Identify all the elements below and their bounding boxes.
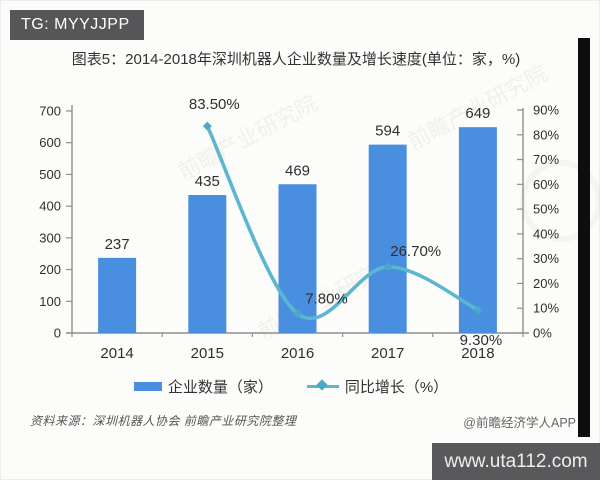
diamond-marker-icon bbox=[316, 379, 328, 391]
credit-note: @前瞻经济学人APP bbox=[463, 416, 576, 430]
line-value-label: 83.50% bbox=[189, 96, 240, 113]
bar-2017 bbox=[368, 144, 407, 333]
line-value-label: 9.30% bbox=[460, 332, 503, 349]
right-axis-tick-label: 50% bbox=[533, 202, 559, 217]
left-axis-tick-label: 0 bbox=[54, 326, 61, 341]
line-point-marker bbox=[202, 121, 212, 131]
right-axis-tick-label: 40% bbox=[533, 226, 559, 241]
bar-series-swatch bbox=[133, 382, 162, 391]
left-axis-tick-label: 100 bbox=[39, 294, 61, 309]
x-axis-category-label: 2018 bbox=[461, 345, 494, 362]
left-axis-tick-label: 600 bbox=[39, 135, 61, 150]
left-axis-tick-label: 400 bbox=[39, 199, 61, 214]
line-point-marker bbox=[473, 305, 483, 315]
x-axis-category-label: 2016 bbox=[281, 345, 314, 362]
x-axis-category-label: 2014 bbox=[100, 345, 133, 362]
legend-label: 企业数量（家） bbox=[167, 379, 273, 396]
left-axis-tick-label: 700 bbox=[39, 104, 61, 119]
bar-value-label: 594 bbox=[375, 123, 400, 140]
line-value-label: 26.70% bbox=[390, 243, 441, 260]
right-axis-tick-label: 0% bbox=[533, 326, 552, 341]
line-value-label: 7.80% bbox=[305, 291, 348, 308]
legend-label: 同比增长（%） bbox=[344, 379, 449, 396]
line-point-marker bbox=[293, 309, 302, 319]
bar-value-label: 237 bbox=[105, 236, 130, 253]
line-series-swatch bbox=[306, 379, 339, 391]
legend-item-line-series: 同比增长（%） bbox=[306, 376, 449, 397]
source-note: 资料来源：深圳机器人协会 前瞻产业研究院整理 bbox=[30, 414, 297, 428]
right-axis-tick-label: 70% bbox=[533, 152, 559, 167]
right-axis-tick-label: 80% bbox=[533, 127, 559, 142]
bar-value-label: 435 bbox=[195, 173, 220, 190]
bar-2018 bbox=[458, 127, 497, 333]
x-axis-category-label: 2015 bbox=[191, 345, 224, 362]
left-axis-tick-label: 200 bbox=[39, 262, 61, 277]
right-black-strip bbox=[578, 38, 590, 437]
bar-value-label: 469 bbox=[285, 162, 310, 179]
bar-2015 bbox=[188, 195, 227, 333]
url-watermark-bar: www.uta112.com bbox=[432, 443, 600, 480]
right-axis-tick-label: 10% bbox=[533, 301, 559, 316]
right-axis-tick-label: 20% bbox=[533, 276, 559, 291]
x-axis-category-label: 2017 bbox=[371, 345, 404, 362]
legend-item-bar-series: 企业数量（家） bbox=[133, 376, 273, 397]
bar-value-label: 649 bbox=[465, 105, 490, 122]
chart-legend: 企业数量（家） 同比增长（%） bbox=[0, 376, 582, 397]
right-axis-tick-label: 30% bbox=[533, 251, 559, 266]
tg-badge: TG: MYYJJPP bbox=[10, 10, 144, 40]
line-point-marker bbox=[383, 262, 393, 272]
right-axis-tick-label: 60% bbox=[533, 177, 559, 192]
bar-2014 bbox=[98, 257, 137, 333]
bar-2016 bbox=[278, 184, 317, 333]
chart-title: 图表5：2014-2018年深圳机器人企业数量及增长速度(单位：家，%) bbox=[71, 51, 521, 68]
left-axis-tick-label: 300 bbox=[39, 230, 61, 245]
left-axis-tick-label: 500 bbox=[39, 167, 61, 182]
right-axis-tick-label: 90% bbox=[533, 103, 559, 118]
url-watermark-text: www.uta112.com bbox=[444, 450, 588, 472]
growth-rate-line bbox=[205, 124, 480, 321]
